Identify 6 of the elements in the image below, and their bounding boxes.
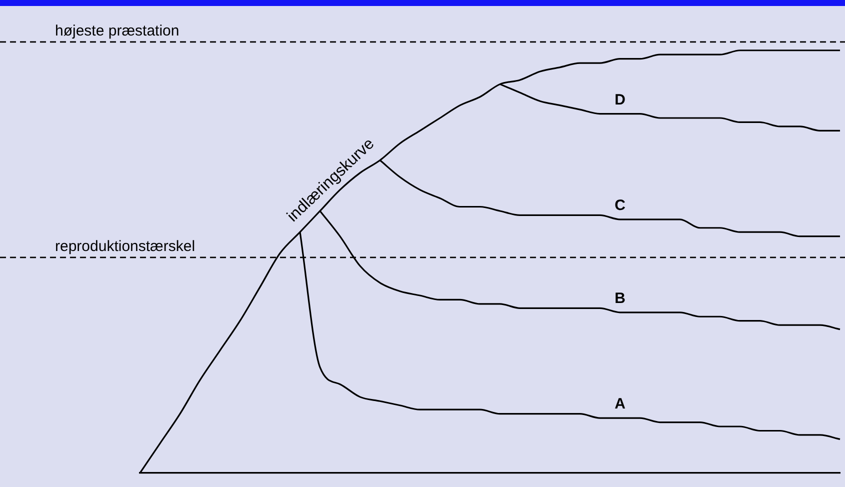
series-label: A (614, 396, 626, 413)
series-label: D (614, 91, 626, 108)
ref-line-label: højeste præstation (55, 22, 180, 40)
series-label: B (614, 290, 626, 308)
series-label: C (614, 197, 626, 214)
ref-line-label: reproduktionstærskel (55, 238, 196, 256)
